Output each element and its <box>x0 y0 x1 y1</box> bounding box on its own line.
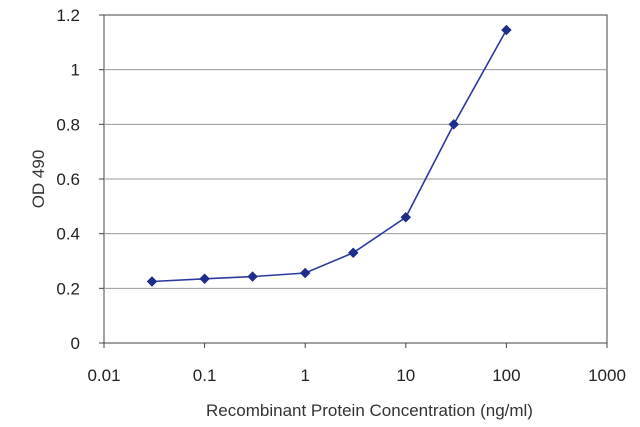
x-tick-label: 1000 <box>588 366 626 385</box>
x-axis-label: Recombinant Protein Concentration (ng/ml… <box>206 401 533 420</box>
data-point <box>299 267 311 279</box>
y-tick-label: 0.4 <box>56 225 80 244</box>
x-tick-label: 10 <box>396 366 415 385</box>
x-tick-label: 100 <box>492 366 520 385</box>
series <box>146 24 512 287</box>
x-tick-labels: 0.01 0.1 1 10 100 1000 <box>87 343 626 385</box>
data-point <box>347 247 359 259</box>
x-tick-label: 0.01 <box>87 366 120 385</box>
y-tick-label: 1.2 <box>56 6 80 25</box>
x-tick-label: 1 <box>300 366 309 385</box>
x-tick-label: 0.1 <box>193 366 217 385</box>
y-axis-label: OD 490 <box>29 150 48 209</box>
data-point <box>448 118 460 130</box>
y-tick-label: 0 <box>71 334 80 353</box>
y-tick-label: 0.8 <box>56 115 80 134</box>
data-point <box>501 24 512 36</box>
y-tick-labels: 0 0.2 0.4 0.6 0.8 1 1.2 <box>56 6 104 353</box>
y-tick-label: 0.6 <box>56 170 80 189</box>
data-point <box>146 276 158 287</box>
grid-lines <box>104 69 607 289</box>
y-tick-label: 1 <box>71 61 80 80</box>
series-line <box>151 29 508 283</box>
data-point <box>247 271 258 282</box>
data-point <box>199 273 210 285</box>
data-point <box>400 211 412 223</box>
y-tick-label: 0.2 <box>56 279 80 298</box>
